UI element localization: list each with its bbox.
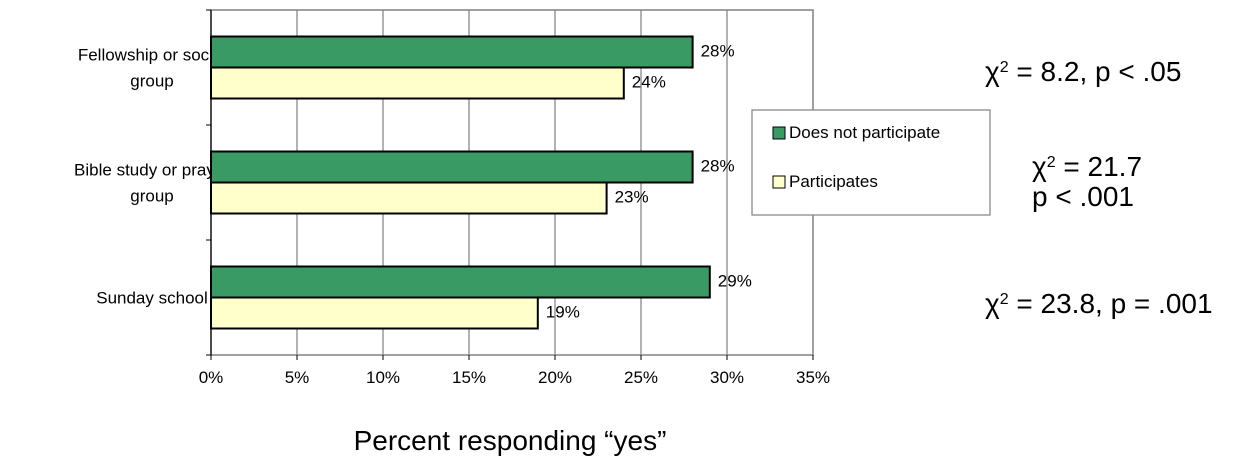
bible-chi-symbol: χ [1032,151,1047,182]
fellowship-chi-symbol: χ [985,56,1000,87]
bible-stat: χ2 = 21.7 p < .001 [1032,152,1142,212]
data-label: 19% [546,303,580,322]
sunday-stat: χ2 = 23.8, p = .001 [985,289,1213,319]
legend-swatch [772,126,786,140]
legend-label: Participates [789,172,878,191]
x-axis-title: Percent responding “yes” [354,425,667,456]
bible-stat-line2: p < .001 [1032,181,1134,212]
bar-participates [210,181,608,215]
legend-box [751,109,991,216]
bar-participates [210,66,625,100]
fellowship-superscript: 2 [999,59,1009,76]
bar-does-not-participate [210,35,694,69]
category-label: Bible study or prayer group [74,161,230,206]
x-tick-label: 35% [796,368,830,387]
bible-superscript: 2 [1046,154,1056,171]
x-tick-label: 30% [710,368,744,387]
category-label: Fellowship or social group [78,46,226,91]
data-label: 29% [718,272,752,291]
data-label: 23% [615,188,649,207]
sunday-stat-text: = 23.8, p = .001 [1008,288,1213,319]
bar-does-not-participate [210,150,694,184]
sunday-superscript: 2 [999,291,1009,308]
bar-participates [210,296,539,330]
x-tick-label: 15% [452,368,486,387]
x-tick-label: 0% [199,368,224,387]
x-tick-label: 20% [538,368,572,387]
bar-does-not-participate [210,265,711,299]
fellowship-stat-text: = 8.2, p < .05 [1008,56,1182,87]
sunday-chi-symbol: χ [985,288,1000,319]
bible-stat-line1: = 21.7 [1055,151,1143,182]
x-tick-label: 25% [624,368,658,387]
category-label: Sunday school [96,289,208,308]
data-label: 28% [701,157,735,176]
data-label: 28% [701,42,735,61]
legend-swatch [772,175,786,189]
x-tick-label: 10% [366,368,400,387]
legend-label: Does not participate [789,123,940,142]
fellowship-stat: χ2 = 8.2, p < .05 [985,57,1181,87]
x-tick-label: 5% [285,368,310,387]
data-label: 24% [632,73,666,92]
